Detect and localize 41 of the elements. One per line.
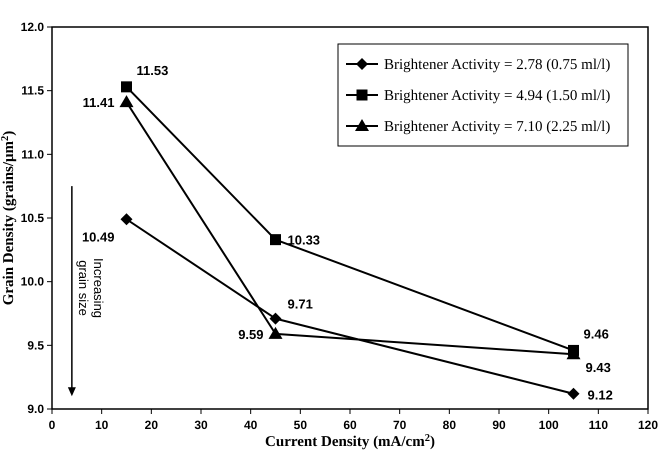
data-label: 9.43 [586,360,611,376]
y-tick-label: 12.0 [20,20,44,34]
y-tick-label: 10.5 [20,211,44,225]
point [270,234,281,246]
x-tick-label: 60 [343,418,357,432]
y-tick-label: 10.0 [20,274,44,289]
x-tick-label: 0 [48,418,56,432]
data-label: 9.12 [588,388,613,403]
point [121,81,132,92]
point [120,95,134,108]
data-label: 9.46 [584,326,609,342]
x-tick-label: 20 [144,418,158,432]
data-label: 9.59 [238,326,264,342]
x-tick-label: 110 [588,418,608,432]
x-tick-label: 100 [538,418,559,432]
data-label: 11.41 [82,95,114,110]
point [568,388,580,400]
x-tick-label: 10 [94,418,109,432]
x-tick-label: 90 [492,418,506,432]
point [120,213,132,226]
x-tick-label: 50 [294,418,308,432]
y-tick-label: 9.5 [27,338,44,352]
x-tick-label: 70 [392,418,407,432]
legend-label: Brightener Activity = 7.10 (2.25 ml/l) [384,119,610,135]
y-tick-label: 11.5 [21,84,44,98]
data-label: 10.33 [288,232,320,248]
x-axis-title: Current Density (mA/cm$^{2}$) [265,432,435,450]
legend-label: Brightener Activity = 2.78 (0.75 ml/l) [384,57,610,73]
y-tick-label: 9.0 [27,402,44,416]
x-tick-label: 80 [442,418,456,432]
x-tick-label: 40 [244,418,258,432]
data-label: 11.53 [136,62,168,78]
annotation: Increasing grain size [76,258,106,318]
data-label: 10.49 [82,229,114,244]
x-tick-label: 30 [194,418,208,432]
data-label: 9.71 [288,296,313,312]
point [270,312,282,325]
point [268,326,282,339]
y-tick-label: 11.0 [21,147,44,162]
legend-label: Brightener Activity = 4.94 (1.50 ml/l) [384,88,610,104]
x-tick-label: 120 [638,418,658,432]
